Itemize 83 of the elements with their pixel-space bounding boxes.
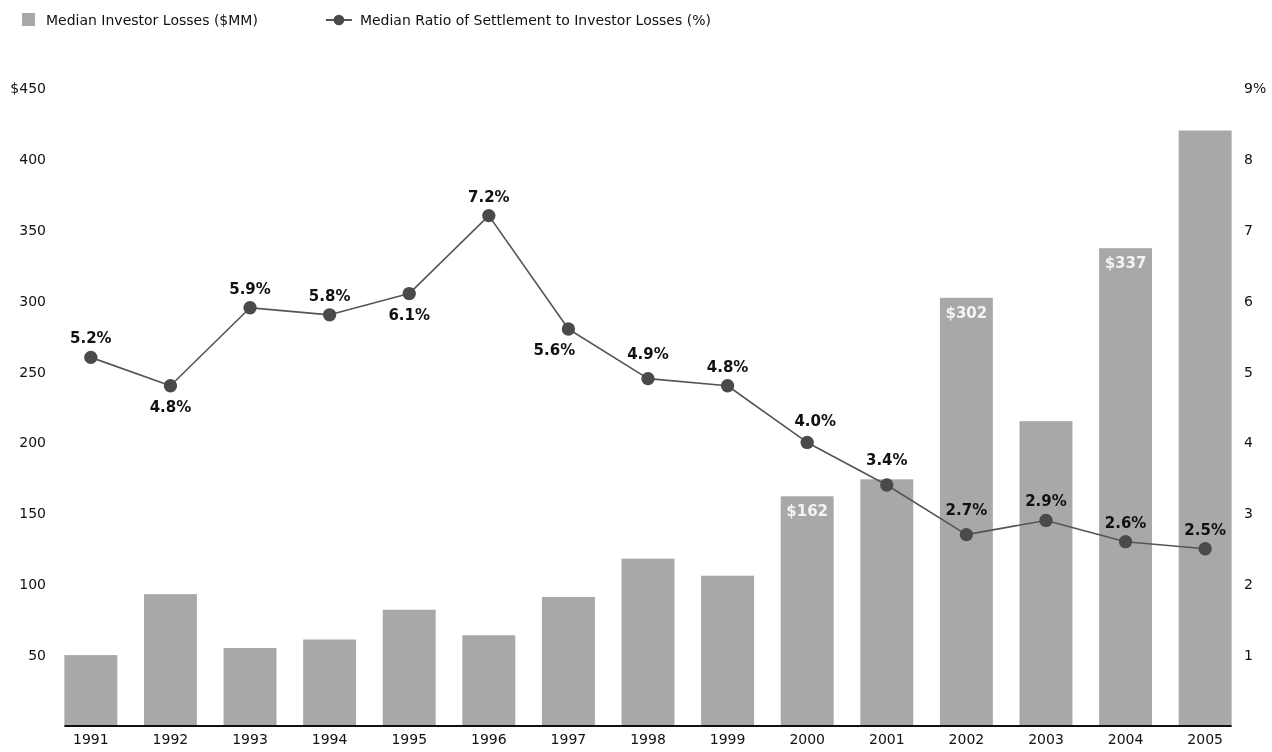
bar — [701, 575, 755, 726]
y2-tick-label: 4 — [1244, 434, 1253, 451]
x-tick-label: 2004 — [1107, 730, 1144, 747]
point — [720, 379, 735, 393]
y-tick-label: 100 — [19, 576, 46, 593]
y2-tick-label: 2 — [1244, 576, 1253, 593]
data-label: 5.8% — [308, 286, 351, 305]
x-tick-label: 1998 — [630, 730, 666, 747]
point — [1118, 535, 1133, 549]
x-tick-label: 1996 — [470, 730, 507, 747]
bar — [223, 648, 277, 726]
y2-tick-label: 6 — [1244, 292, 1253, 309]
x-tick-label: 1993 — [232, 730, 268, 747]
bar — [1099, 248, 1153, 726]
y-tick-label: $450 — [10, 79, 46, 96]
data-label: 2.5% — [1184, 520, 1226, 539]
y-tick-label: 150 — [19, 505, 46, 522]
point — [561, 322, 576, 336]
point — [243, 301, 257, 315]
data-label: 5.6% — [533, 341, 576, 360]
data-label: 2.9% — [1025, 492, 1067, 511]
bar — [462, 635, 516, 726]
data-label: $302 — [945, 303, 988, 322]
bar — [780, 496, 834, 726]
point — [800, 435, 814, 450]
data-label: 3.4% — [865, 450, 908, 469]
x-tick-label: 2000 — [789, 730, 826, 747]
data-label: 2.6% — [1104, 513, 1147, 532]
data-label: $337 — [1104, 254, 1147, 273]
point — [959, 527, 974, 542]
data-label: 5.2% — [70, 329, 112, 348]
x-tick-label: 1994 — [311, 730, 348, 747]
y-tick-label: 400 — [19, 150, 46, 167]
data-label: 4.8% — [149, 397, 192, 416]
y2-tick-label: 5 — [1244, 363, 1253, 380]
data-label: 4.0% — [794, 412, 836, 431]
x-tick-label: 1999 — [709, 730, 746, 747]
y2-tick-label: 3 — [1244, 505, 1253, 522]
y-tick-label: 50 — [28, 647, 46, 664]
x-tick-label: 2001 — [868, 730, 905, 747]
data-label: 7.2% — [468, 187, 510, 206]
point — [163, 379, 178, 393]
point — [1198, 542, 1212, 556]
data-label: 2.7% — [945, 500, 988, 519]
y2-tick-label: 1 — [1244, 647, 1253, 664]
x-tick-label: 1992 — [152, 730, 189, 747]
bar — [541, 596, 595, 726]
point — [880, 478, 894, 492]
legend-label: Median Investor Losses ($MM) — [46, 12, 258, 28]
data-label: $162 — [786, 502, 829, 521]
bar — [382, 609, 436, 726]
x-tick-label: 1995 — [391, 730, 428, 747]
point — [402, 286, 416, 301]
y2-tick-label: 9% — [1244, 79, 1267, 96]
bar — [621, 558, 675, 726]
y-tick-label: 300 — [19, 292, 46, 309]
bar — [1019, 421, 1073, 726]
bar — [860, 479, 914, 726]
x-tick-label: 1997 — [550, 730, 587, 747]
y-tick-label: 200 — [19, 434, 46, 451]
point — [322, 308, 337, 322]
bar — [64, 655, 118, 726]
legend-label: Median Ratio of Settlement to Investor Losses (%) — [359, 12, 711, 28]
x-tick-label: 2002 — [948, 730, 985, 747]
data-label: 4.9% — [627, 344, 669, 363]
data-label: 5.9% — [229, 279, 271, 298]
bar — [143, 594, 197, 726]
point — [1039, 513, 1053, 528]
bar — [1178, 130, 1232, 726]
point — [482, 208, 496, 223]
y2-tick-label: 7 — [1244, 221, 1253, 238]
bar — [939, 297, 993, 726]
point — [641, 371, 655, 386]
bar — [303, 639, 357, 726]
data-label: 4.8% — [706, 357, 749, 376]
y2-tick-label: 8 — [1244, 150, 1253, 167]
y-tick-label: 250 — [19, 363, 46, 380]
y-tick-label: 350 — [19, 221, 46, 238]
data-label: 6.1% — [388, 305, 431, 324]
point — [84, 350, 98, 365]
x-tick-label: 2003 — [1028, 730, 1064, 747]
x-tick-label: 1991 — [73, 730, 109, 747]
x-tick-label: 2005 — [1187, 730, 1223, 747]
